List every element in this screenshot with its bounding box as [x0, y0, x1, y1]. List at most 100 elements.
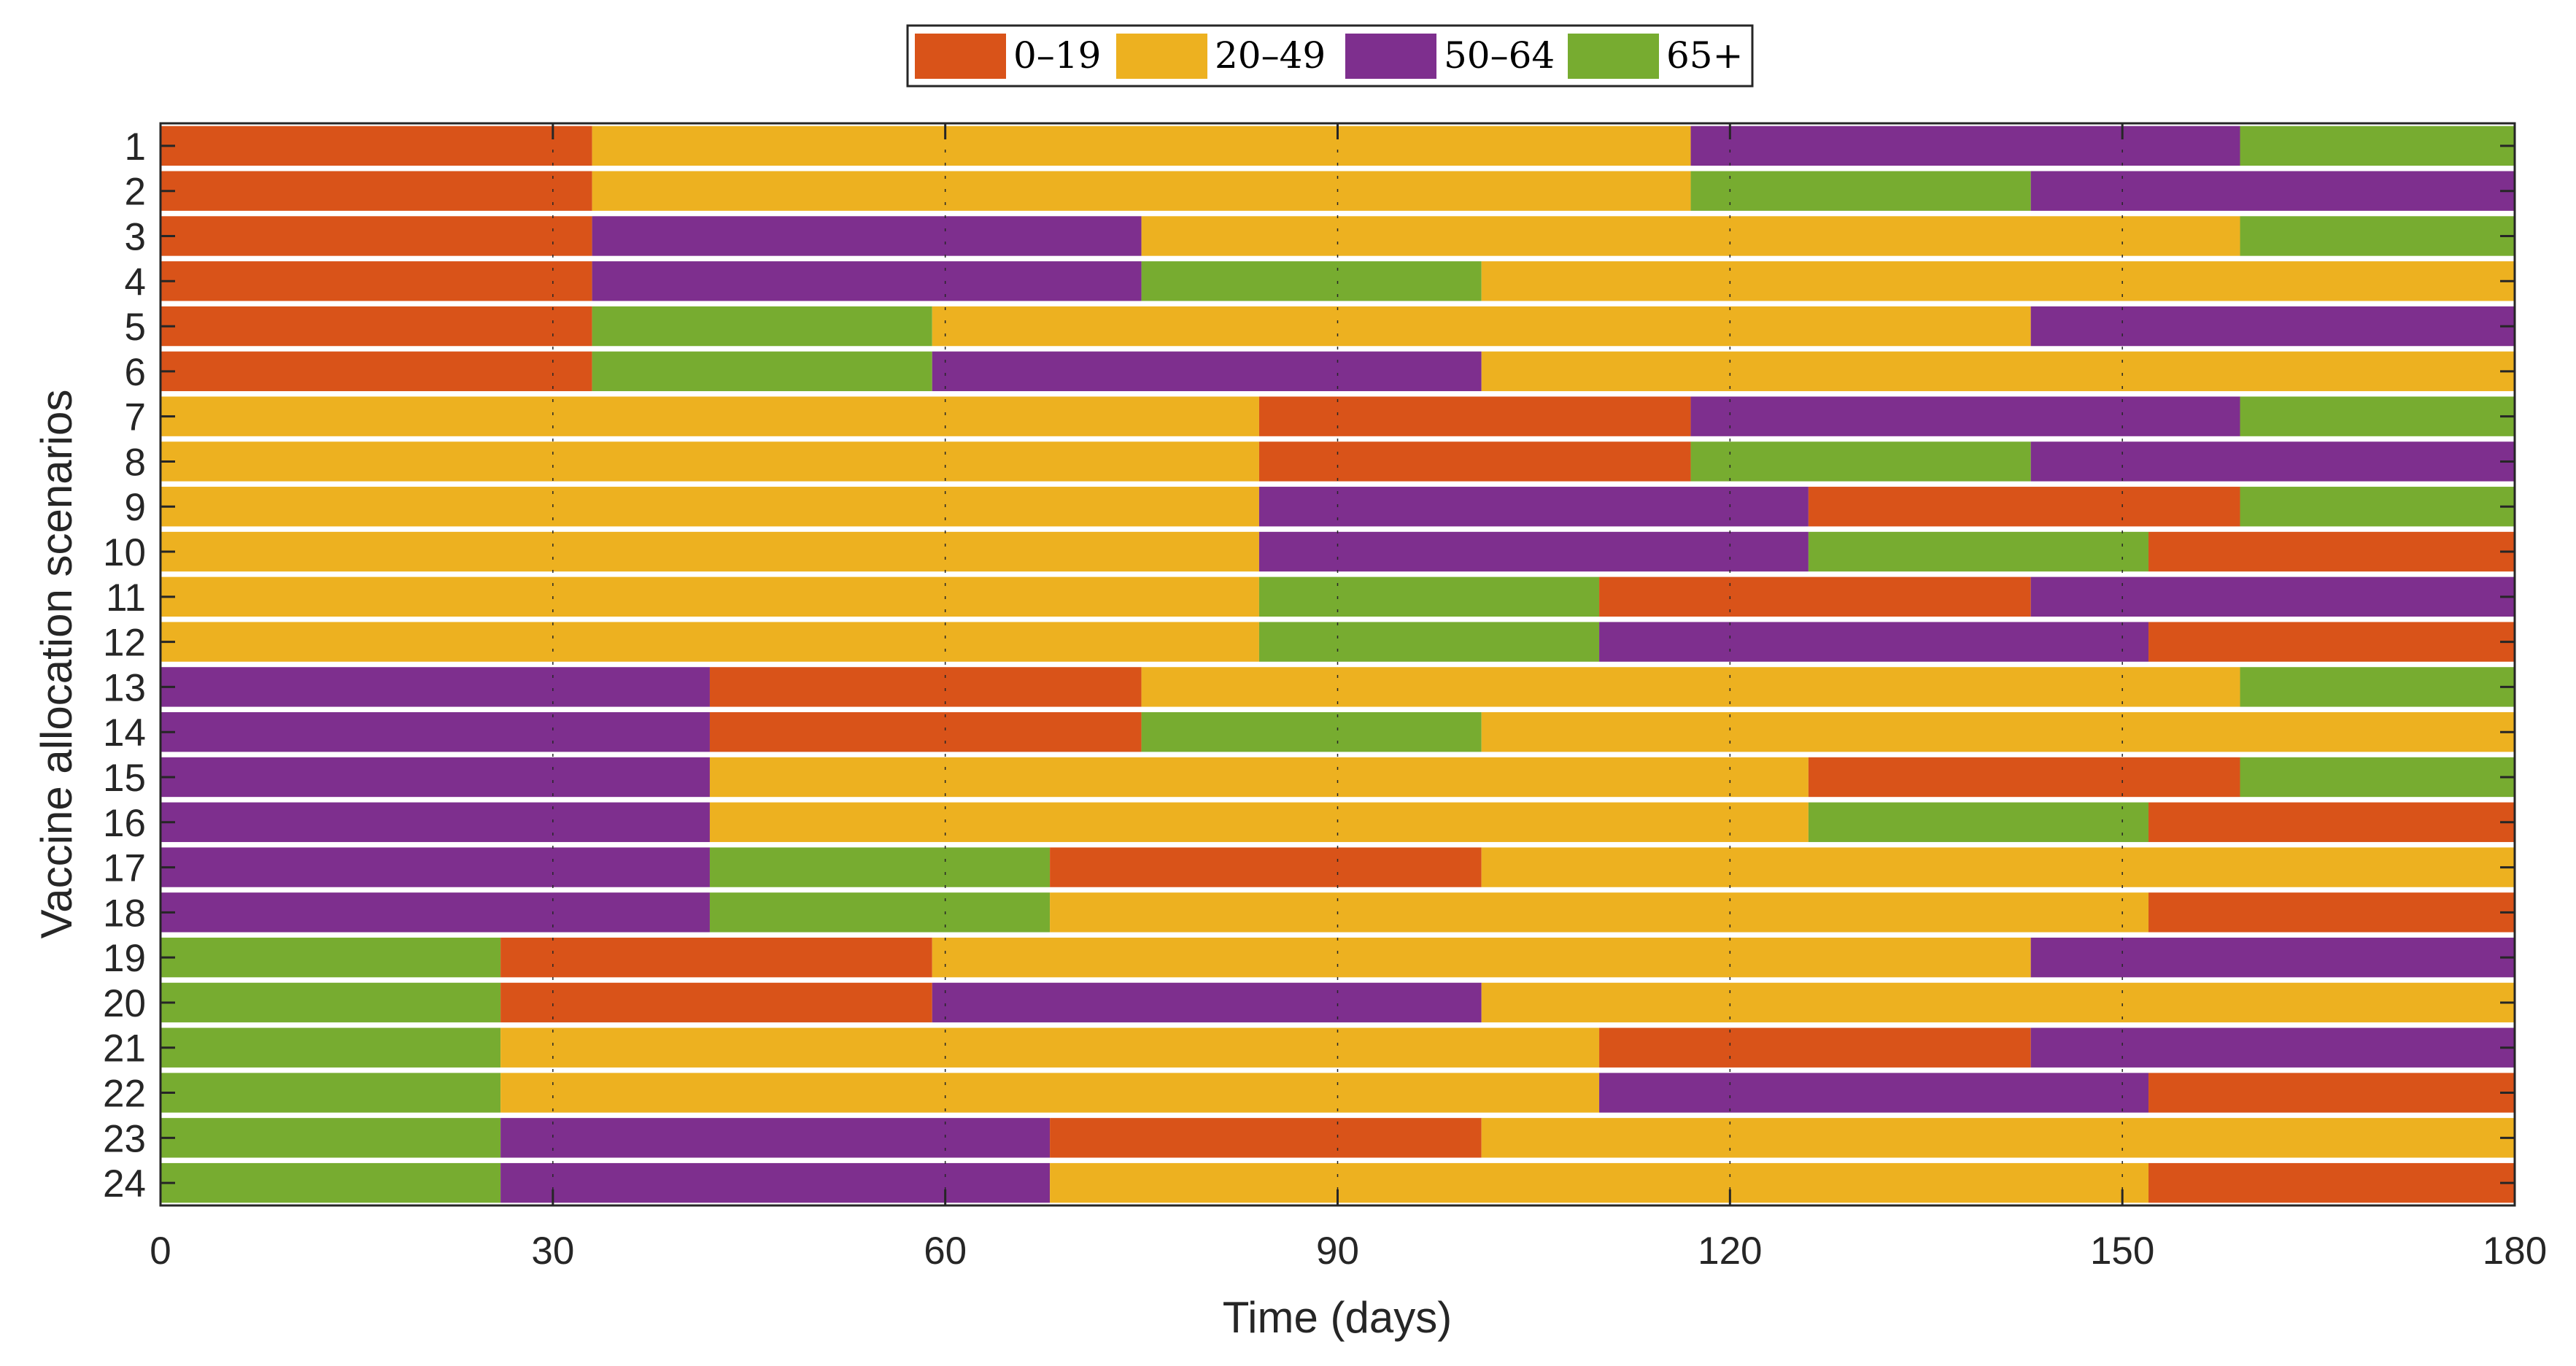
x-tick-label: 90 — [1316, 1230, 1359, 1273]
bar-scenario-8-d — [1690, 441, 2031, 482]
bar-scenario-10-c — [1258, 531, 1809, 572]
bar-scenario-2-b — [592, 171, 1691, 211]
y-tick-label: 2 — [125, 171, 146, 214]
bar-scenario-16-d — [1808, 802, 2149, 842]
bar-scenario-16-b — [709, 802, 1809, 842]
bar-scenario-5-a — [160, 306, 592, 347]
y-tick-label: 17 — [103, 847, 146, 890]
bar-scenario-1-d — [2240, 126, 2515, 166]
bar-scenario-9-d — [2240, 487, 2515, 527]
legend-label-c: 50–64 — [1444, 34, 1555, 77]
bar-scenario-18-a — [2148, 892, 2515, 933]
y-tick-label: 22 — [103, 1073, 146, 1116]
x-tick-label: 120 — [1698, 1230, 1762, 1273]
x-tick-label: 30 — [531, 1230, 574, 1273]
bar-scenario-19-d — [160, 937, 501, 978]
y-tick-label: 14 — [103, 711, 146, 755]
bar-scenario-3-d — [2240, 216, 2515, 256]
bar-scenario-12-b — [160, 622, 1259, 662]
bar-scenario-11-a — [1599, 576, 2031, 617]
bar-scenario-8-c — [2030, 441, 2515, 482]
bar-scenario-8-a — [1258, 441, 1691, 482]
bar-scenario-3-b — [1141, 216, 2240, 256]
bar-scenario-4-a — [160, 261, 592, 301]
bar-scenario-15-c — [160, 757, 710, 798]
y-tick-label: 23 — [103, 1117, 146, 1160]
bar-scenario-14-b — [1481, 711, 2515, 752]
bar-scenario-12-a — [2148, 622, 2515, 662]
legend-swatch-c — [1345, 34, 1436, 79]
y-tick-label: 7 — [125, 396, 146, 439]
y-tick-label: 19 — [103, 937, 146, 980]
legend-swatch-a — [915, 34, 1006, 79]
legend-label-a: 0–19 — [1013, 34, 1101, 77]
bar-scenario-1-a — [160, 126, 592, 166]
bar-scenario-6-d — [592, 351, 932, 392]
bar-scenario-23-b — [1481, 1118, 2515, 1158]
y-tick-label: 13 — [103, 666, 146, 709]
bar-scenario-20-a — [500, 982, 932, 1023]
bar-scenario-24-b — [1050, 1162, 2149, 1203]
bar-scenario-13-c — [160, 667, 710, 707]
bars — [160, 126, 2515, 1203]
x-tick-label: 60 — [924, 1230, 967, 1273]
bar-scenario-22-d — [160, 1073, 501, 1113]
bar-scenario-13-d — [2240, 667, 2515, 707]
bar-scenario-5-d — [592, 306, 932, 347]
x-axis: 0 30 60 90 120 150 180 — [150, 123, 2547, 1273]
bar-scenario-9-b — [160, 487, 1259, 527]
bar-scenario-20-b — [1481, 982, 2515, 1023]
bar-scenario-17-d — [709, 847, 1051, 887]
bar-scenario-4-d — [1141, 261, 1482, 301]
y-tick-label: 1 — [125, 126, 146, 169]
grid-lines — [552, 123, 2123, 1205]
bar-scenario-11-c — [2030, 576, 2515, 617]
bar-scenario-11-b — [160, 576, 1259, 617]
bar-scenario-19-b — [932, 937, 2031, 978]
bar-scenario-10-a — [2148, 531, 2515, 572]
bar-scenario-20-c — [932, 982, 1482, 1023]
bar-scenario-5-c — [2030, 306, 2515, 347]
bar-scenario-7-c — [1690, 396, 2240, 436]
legend-label-d: 65+ — [1666, 34, 1744, 77]
bar-scenario-6-b — [1481, 351, 2515, 392]
legend-label-b: 20–49 — [1215, 34, 1326, 77]
bar-scenario-23-c — [500, 1118, 1051, 1158]
bar-scenario-19-c — [2030, 937, 2515, 978]
bar-scenario-5-b — [932, 306, 2031, 347]
bar-scenario-4-b — [1481, 261, 2515, 301]
bar-scenario-7-d — [2240, 396, 2515, 436]
x-tick-label: 180 — [2483, 1230, 2547, 1273]
bar-scenario-15-d — [2240, 757, 2515, 798]
y-tick-label: 6 — [125, 351, 146, 394]
bar-scenario-6-a — [160, 351, 592, 392]
bar-scenario-22-c — [1599, 1073, 2149, 1113]
bar-scenario-12-d — [1258, 622, 1600, 662]
bar-scenario-22-a — [2148, 1073, 2515, 1113]
bar-scenario-16-a — [2148, 802, 2515, 842]
bar-scenario-13-b — [1141, 667, 2240, 707]
bar-scenario-14-a — [709, 711, 1142, 752]
bar-scenario-8-b — [160, 441, 1259, 482]
y-tick-label: 15 — [103, 757, 146, 800]
y-tick-label: 20 — [103, 982, 146, 1025]
bar-scenario-18-c — [160, 892, 710, 933]
bar-scenario-13-a — [709, 667, 1142, 707]
y-axis-label: Vaccine allocation scenarios — [32, 390, 81, 939]
bar-scenario-14-d — [1141, 711, 1482, 752]
y-tick-label: 21 — [103, 1027, 146, 1070]
y-tick-label: 3 — [125, 215, 146, 258]
legend: 0–19 20–49 50–64 65+ — [906, 24, 1754, 88]
bar-scenario-23-a — [1050, 1118, 1482, 1158]
bar-scenario-21-b — [500, 1027, 1600, 1068]
bar-scenario-7-b — [160, 396, 1259, 436]
bar-scenario-15-b — [709, 757, 1809, 798]
bar-scenario-2-d — [1690, 171, 2031, 211]
bar-scenario-21-d — [160, 1027, 501, 1068]
bar-scenario-10-b — [160, 531, 1259, 572]
bar-scenario-16-c — [160, 802, 710, 842]
legend-swatch-d — [1568, 34, 1659, 79]
bar-scenario-9-a — [1808, 487, 2240, 527]
bar-scenario-17-b — [1481, 847, 2515, 887]
